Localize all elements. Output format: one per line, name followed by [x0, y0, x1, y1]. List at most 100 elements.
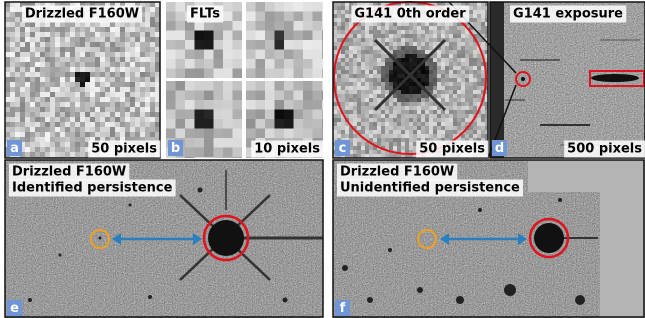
pixel	[135, 32, 140, 37]
pixel	[361, 82, 365, 86]
pixel	[223, 129, 233, 139]
pixel	[357, 50, 361, 54]
pixel	[35, 62, 40, 67]
pixel	[381, 34, 385, 38]
pixel	[65, 137, 70, 142]
pixel	[353, 106, 357, 110]
pixel	[381, 30, 385, 34]
pixel	[397, 122, 401, 126]
pixel	[341, 50, 345, 54]
pixel	[445, 110, 449, 114]
pixel	[453, 106, 457, 110]
pixel	[80, 67, 85, 72]
pixel	[150, 22, 155, 27]
pixel	[25, 102, 30, 107]
pixel	[55, 77, 60, 82]
pixel	[275, 69, 285, 79]
pixel	[246, 2, 256, 12]
pixel	[337, 10, 341, 14]
pixel	[50, 97, 55, 102]
pixel	[20, 62, 25, 67]
pixel	[100, 92, 105, 97]
pixel	[461, 98, 465, 102]
pixel	[256, 59, 266, 69]
pixel	[345, 22, 349, 26]
pixel	[214, 69, 224, 79]
pixel	[409, 118, 413, 122]
pixel	[70, 57, 75, 62]
pixel	[433, 34, 437, 38]
pixel	[140, 37, 145, 42]
pixel	[65, 82, 70, 87]
pixel	[405, 138, 409, 142]
pixel	[353, 70, 357, 74]
pixel	[25, 112, 30, 117]
pixel	[337, 14, 341, 18]
pixel	[65, 152, 70, 157]
pixel	[353, 74, 357, 78]
pixel	[381, 62, 385, 66]
pixel	[130, 112, 135, 117]
pixel	[437, 50, 441, 54]
pixel	[401, 50, 405, 54]
pixel	[15, 32, 20, 37]
pixel	[461, 30, 465, 34]
pixel	[214, 110, 224, 120]
pixel	[353, 58, 357, 62]
pixel	[60, 37, 65, 42]
pixel	[345, 46, 349, 50]
pixel	[150, 107, 155, 112]
pixel	[389, 70, 393, 74]
pixel	[85, 117, 90, 122]
pixel	[10, 62, 15, 67]
pixel	[145, 52, 150, 57]
pixel	[125, 122, 130, 127]
pixel	[214, 157, 224, 158]
pixel	[425, 34, 429, 38]
pixel	[457, 58, 461, 62]
pixel	[85, 107, 90, 112]
pixel	[469, 42, 473, 46]
pixel	[70, 52, 75, 57]
pixel	[45, 117, 50, 122]
label: 10 pixels	[254, 142, 320, 157]
pixel	[457, 26, 461, 30]
pixel	[449, 34, 453, 38]
pixel	[95, 72, 100, 77]
pixel	[85, 52, 90, 57]
pixel	[481, 6, 485, 10]
pixel	[35, 112, 40, 117]
pixel	[55, 102, 60, 107]
pixel	[140, 22, 145, 27]
pixel	[294, 59, 304, 69]
pixel	[361, 90, 365, 94]
pixel	[401, 98, 405, 102]
pixel	[389, 126, 393, 130]
pixel	[409, 22, 413, 26]
pixel	[385, 130, 389, 134]
pixel	[140, 107, 145, 112]
pixel	[405, 30, 409, 34]
pixel	[397, 42, 401, 46]
pixel	[337, 18, 341, 22]
pixel	[120, 82, 125, 87]
pixel	[377, 78, 381, 82]
pixel	[185, 119, 195, 129]
pixel	[441, 54, 445, 58]
pixel	[437, 118, 441, 122]
pixel	[385, 86, 389, 90]
pixel	[115, 102, 120, 107]
pixel	[130, 57, 135, 62]
pixel	[125, 57, 130, 62]
pixel	[465, 82, 469, 86]
pixel	[389, 34, 393, 38]
pixel	[50, 102, 55, 107]
pixel	[30, 62, 35, 67]
pixel	[345, 82, 349, 86]
pixel	[413, 102, 417, 106]
pixel	[361, 106, 365, 110]
pixel	[477, 78, 481, 82]
pixel	[256, 12, 266, 22]
pixel	[140, 77, 145, 82]
pixel	[25, 117, 30, 122]
